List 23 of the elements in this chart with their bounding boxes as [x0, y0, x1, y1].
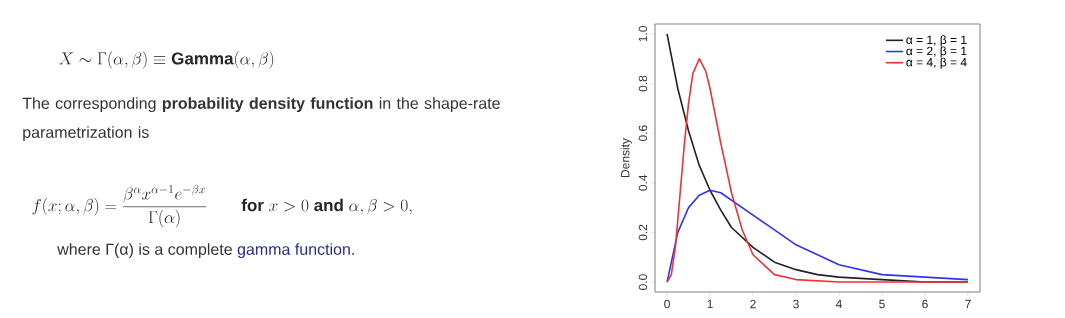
y-tick-label: 0.4 — [638, 174, 648, 191]
legend-label: α = 2, β = 1 — [906, 46, 967, 58]
x-tick-label: 3 — [793, 299, 799, 309]
x-tick-label: 7 — [965, 299, 971, 309]
text: gamma function. — [237, 243, 354, 259]
legend-label: α = 4, β = 4 — [906, 57, 967, 69]
y-tick-label: 1.0 — [638, 26, 648, 42]
text: $f(x; \alpha, \beta) = \frac{\beta^{\alpha} x^{\alpha-1} e^{-\beta x}}{\Gamma(\alpha)} \qquad \mathbf{for}\ x > 0\ \mathbf{and}\ \alpha, \beta > 0,$ — [32, 184, 412, 228]
text: The corresponding probability density function in the shape-rate parametrization is — [22, 97, 500, 142]
y-tick-label: 0.2 — [638, 224, 648, 241]
text: where Γ(α) is a complete — [57, 243, 232, 259]
legend-label: α = 1, β = 1 — [906, 35, 967, 47]
x-tick-label: 0 — [664, 299, 670, 309]
x-tick-label: 4 — [835, 299, 842, 309]
x-tick-label: 6 — [922, 299, 928, 309]
y-tick-label: 0.0 — [638, 274, 648, 290]
x-tick-label: 2 — [750, 299, 756, 309]
y-tick-label: 0.6 — [638, 125, 648, 142]
x-tick-label: 1 — [707, 299, 713, 309]
y-axis-title: Density — [620, 138, 632, 178]
y-tick-label: 0.8 — [638, 75, 648, 92]
x-tick-label: 5 — [879, 299, 885, 309]
text: $X \sim \Gamma(\alpha, \beta) \equiv \mathbf{Gamma}(\alpha, \beta)$ — [58, 51, 274, 69]
